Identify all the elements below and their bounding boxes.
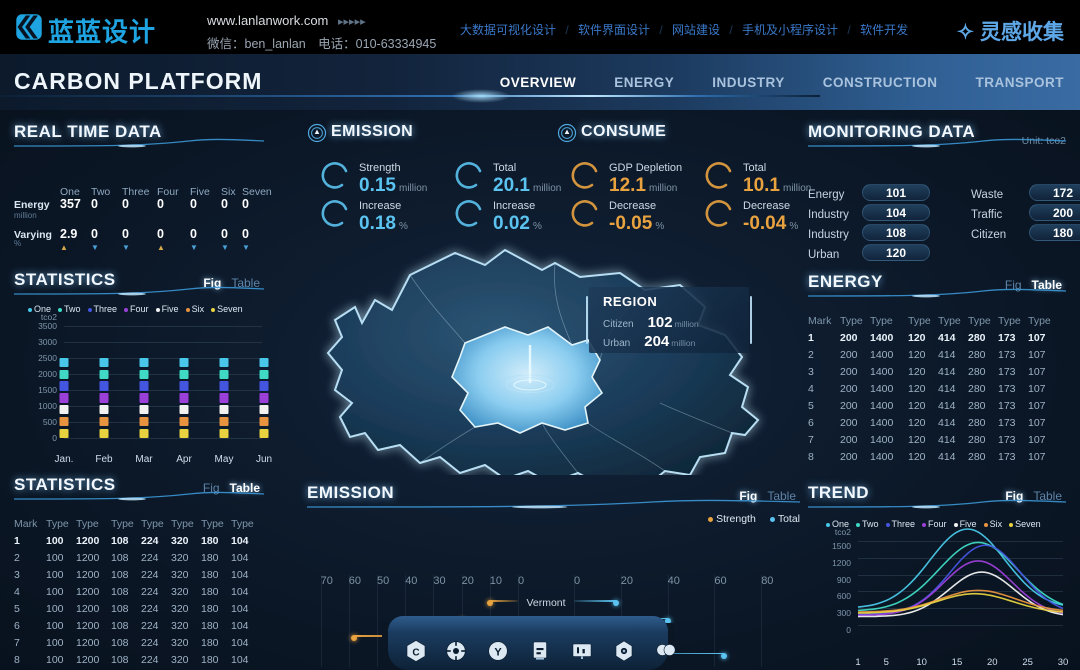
svg-text:Y: Y xyxy=(494,647,502,659)
svg-text:C: C xyxy=(412,648,419,659)
